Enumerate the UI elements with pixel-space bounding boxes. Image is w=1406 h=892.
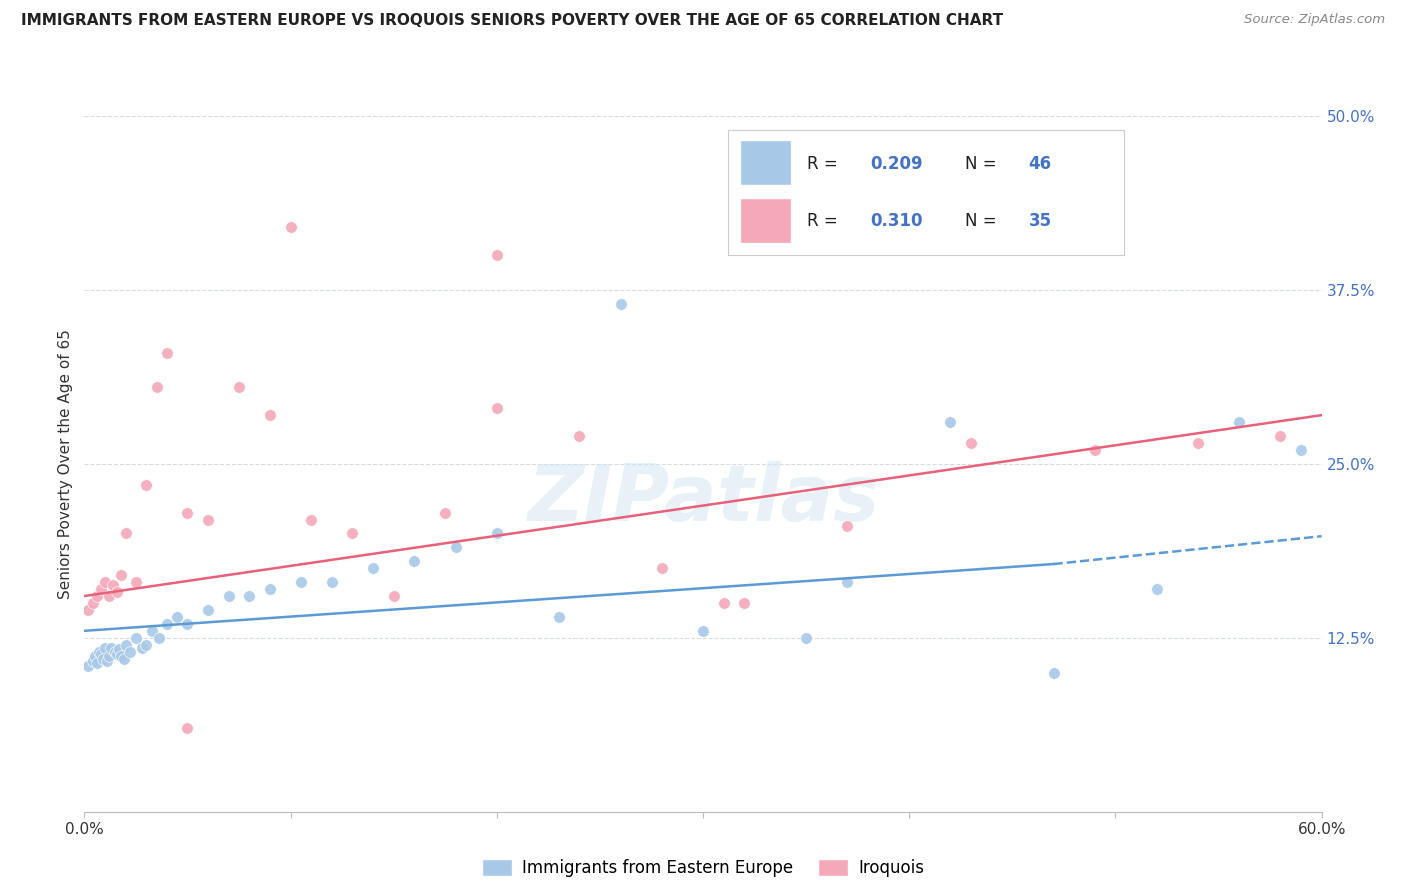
Text: R =: R = — [807, 154, 844, 173]
Point — [197, 512, 219, 526]
Point — [141, 624, 163, 638]
Point — [1146, 582, 1168, 596]
Text: 46: 46 — [1029, 154, 1052, 173]
Point — [299, 512, 322, 526]
Point — [568, 429, 591, 443]
Point — [939, 415, 962, 429]
Y-axis label: Seniors Poverty Over the Age of 65: Seniors Poverty Over the Age of 65 — [58, 329, 73, 599]
Text: ZIPatlas: ZIPatlas — [527, 460, 879, 537]
Text: 35: 35 — [1029, 212, 1052, 230]
Point — [1042, 665, 1064, 680]
Point — [547, 610, 569, 624]
Point — [166, 610, 188, 624]
Point — [148, 631, 170, 645]
Bar — [740, 140, 792, 185]
Point — [434, 506, 457, 520]
Point — [105, 648, 128, 662]
Point — [103, 578, 125, 592]
Point — [259, 582, 281, 596]
Point — [733, 596, 755, 610]
Point — [82, 655, 104, 669]
Point — [135, 638, 157, 652]
Point — [444, 541, 467, 555]
Point — [713, 596, 735, 610]
Point — [110, 648, 132, 663]
Point — [321, 575, 343, 590]
Point — [82, 596, 104, 610]
Point — [94, 575, 117, 590]
Point — [114, 526, 136, 541]
Point — [609, 297, 631, 311]
Bar — [740, 197, 792, 243]
Point — [125, 631, 148, 645]
Point — [77, 658, 100, 673]
Point — [156, 616, 179, 631]
Text: IMMIGRANTS FROM EASTERN EUROPE VS IROQUOIS SENIORS POVERTY OVER THE AGE OF 65 CO: IMMIGRANTS FROM EASTERN EUROPE VS IROQUO… — [21, 13, 1004, 29]
Point — [837, 519, 859, 533]
Point — [145, 380, 167, 394]
Point — [114, 638, 136, 652]
Point — [94, 640, 117, 655]
Point — [218, 589, 240, 603]
Point — [110, 568, 132, 582]
Point — [90, 648, 112, 662]
Point — [131, 640, 153, 655]
Point — [135, 477, 157, 491]
Point — [1227, 415, 1250, 429]
Point — [228, 380, 250, 394]
Point — [112, 651, 135, 665]
Point — [238, 589, 260, 603]
Point — [1187, 436, 1209, 450]
Point — [105, 585, 128, 599]
Point — [692, 624, 714, 638]
Point — [98, 589, 121, 603]
Point — [91, 651, 114, 665]
Point — [176, 721, 198, 735]
Point — [651, 561, 673, 575]
Point — [86, 589, 108, 603]
Point — [90, 582, 112, 596]
Point — [290, 575, 312, 590]
Point — [485, 401, 508, 416]
Text: 0.310: 0.310 — [870, 212, 922, 230]
Point — [104, 645, 127, 659]
Point — [485, 526, 508, 541]
Point — [100, 640, 122, 655]
Point — [382, 589, 405, 603]
Text: R =: R = — [807, 212, 844, 230]
Point — [98, 648, 121, 663]
Text: 0.209: 0.209 — [870, 154, 922, 173]
Point — [108, 641, 131, 656]
Point — [197, 603, 219, 617]
Point — [176, 616, 198, 631]
Point — [485, 248, 508, 262]
Point — [86, 656, 108, 670]
Point — [837, 575, 859, 590]
Text: N =: N = — [966, 154, 1002, 173]
Point — [125, 575, 148, 590]
Point — [176, 506, 198, 520]
Point — [87, 645, 110, 659]
Point — [1084, 442, 1107, 457]
Point — [156, 345, 179, 359]
Point — [1270, 429, 1292, 443]
Point — [77, 603, 100, 617]
Point — [280, 220, 302, 235]
Point — [960, 436, 983, 450]
Point — [342, 526, 364, 541]
Point — [794, 631, 817, 645]
Point — [118, 645, 141, 659]
Point — [96, 655, 118, 669]
Point — [83, 648, 105, 663]
Point — [361, 561, 384, 575]
Legend: Immigrants from Eastern Europe, Iroquois: Immigrants from Eastern Europe, Iroquois — [475, 852, 931, 883]
Text: N =: N = — [966, 212, 1002, 230]
Text: Source: ZipAtlas.com: Source: ZipAtlas.com — [1244, 13, 1385, 27]
Point — [1289, 442, 1312, 457]
Point — [259, 408, 281, 422]
Point — [404, 554, 426, 568]
